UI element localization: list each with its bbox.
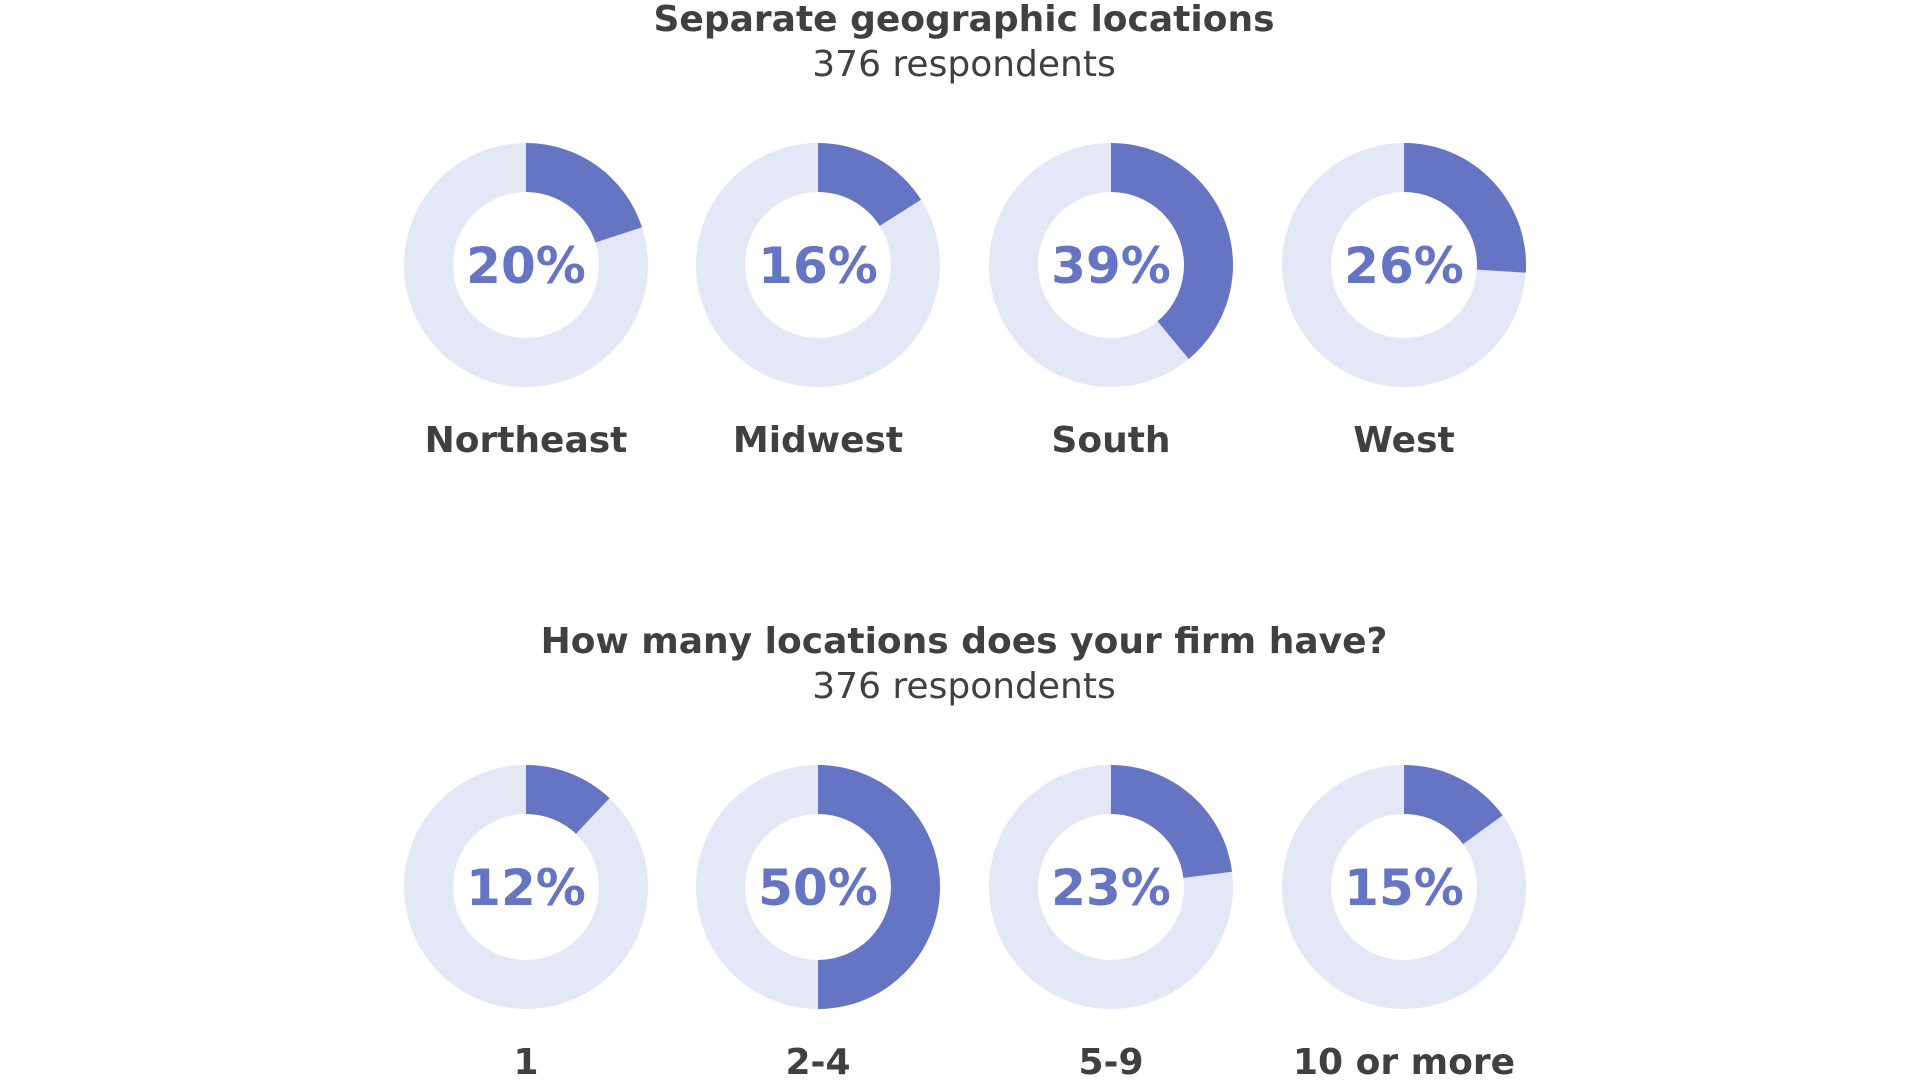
donut-value-label: 39%	[1051, 237, 1171, 295]
donut-value-label: 15%	[1344, 859, 1464, 917]
chart-subtitle: 376 respondents	[812, 666, 1115, 707]
donut-category-label: 2-4	[785, 1042, 850, 1080]
donut-south: 39% South	[989, 143, 1233, 461]
donut-category-label: 1	[513, 1042, 538, 1080]
donut-5-9: 23% 5-9	[989, 765, 1233, 1080]
donut-value-segment	[526, 143, 643, 243]
donut-2-4: 50% 2-4	[696, 765, 940, 1080]
donut-category-label: 10 or more	[1293, 1042, 1515, 1080]
chart-title: How many locations does your firm have?	[541, 621, 1388, 662]
donut-category-label: South	[1051, 420, 1170, 461]
donut-group: 12% 1 50% 2-4 23% 5-9 15% 10 or more	[404, 765, 1526, 1080]
donut-category-label: West	[1353, 420, 1454, 461]
donut-10-or-more: 15% 10 or more	[1282, 765, 1526, 1080]
donut-value-label: 26%	[1344, 237, 1464, 295]
chart-subtitle: 376 respondents	[812, 44, 1115, 85]
geographic-locations-chart: Separate geographic locations 376 respon…	[404, 0, 1526, 461]
donut-value-segment	[818, 765, 940, 1009]
donut-category-label: Midwest	[733, 420, 903, 461]
chart-title: Separate geographic locations	[654, 0, 1275, 40]
donut-value-segment	[818, 143, 922, 226]
donut-value-label: 16%	[758, 237, 878, 295]
donut-value-segment	[1404, 765, 1503, 845]
donut-west: 26% West	[1282, 143, 1526, 461]
donut-value-label: 12%	[466, 859, 586, 917]
donut-value-segment	[1111, 765, 1233, 878]
donut-value-label: 20%	[466, 237, 586, 295]
donut-northeast: 20% Northeast	[404, 143, 648, 461]
donut-category-label: 5-9	[1078, 1042, 1143, 1080]
donut-value-label: 23%	[1051, 859, 1171, 917]
donut-value-segment	[1404, 143, 1526, 273]
donut-1: 12% 1	[404, 765, 648, 1080]
donut-value-label: 50%	[758, 859, 878, 917]
donut-value-segment	[1111, 143, 1233, 360]
donut-group: 20% Northeast 16% Midwest 39% South 26% West	[404, 143, 1526, 461]
donut-midwest: 16% Midwest	[696, 143, 940, 461]
firm-locations-count-chart: How many locations does your firm have? …	[404, 621, 1526, 1080]
donut-value-segment	[526, 765, 610, 834]
donut-category-label: Northeast	[425, 420, 628, 461]
